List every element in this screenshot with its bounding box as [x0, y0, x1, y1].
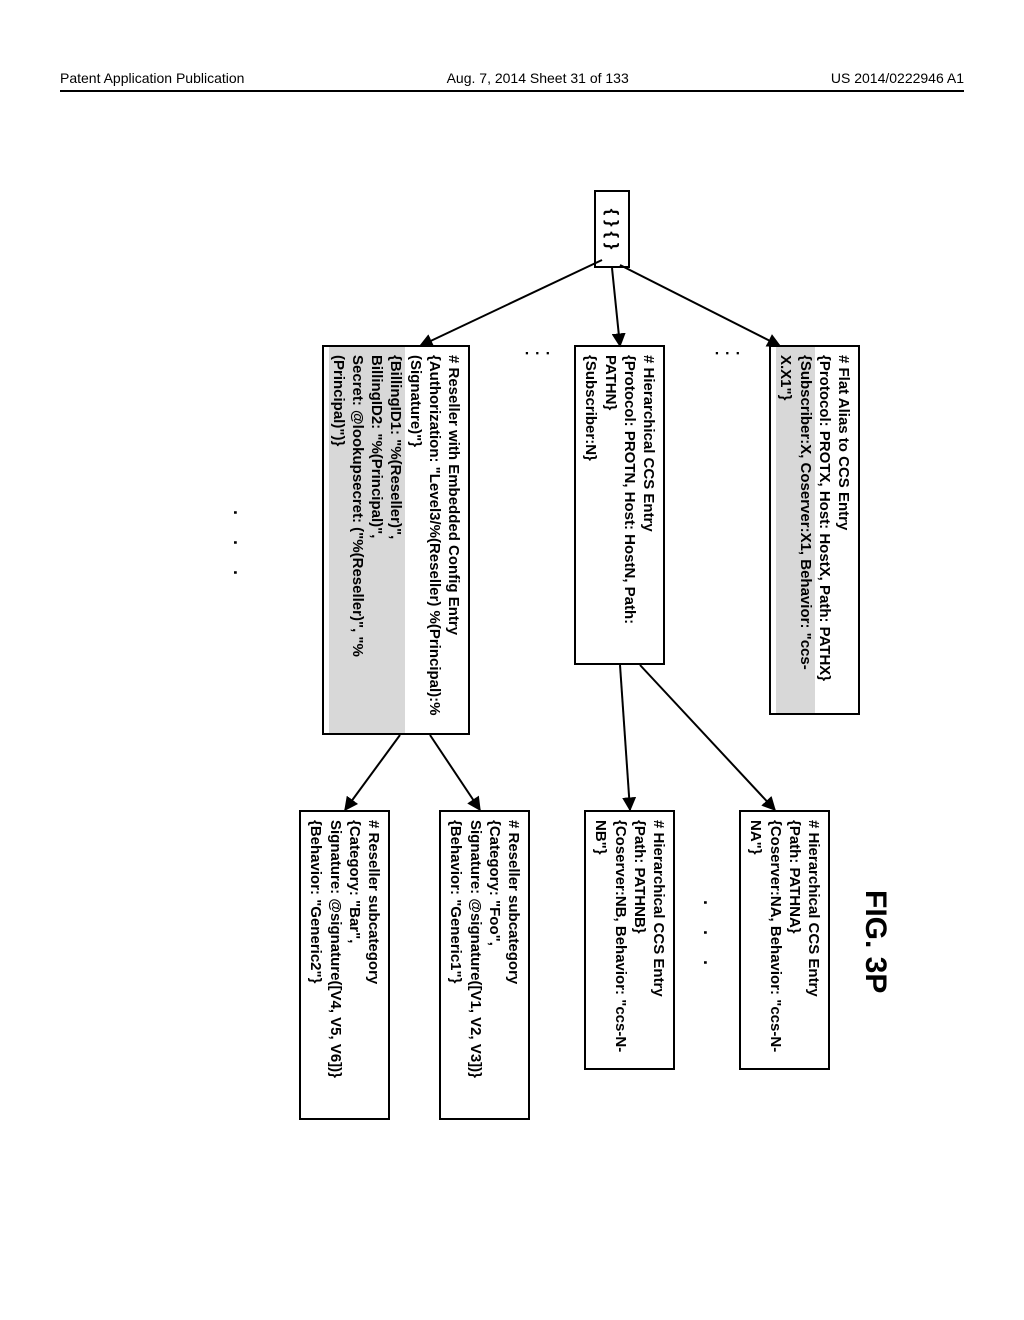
- reseller-sub1-box: # Reseller subcategory {Category: "Foo",…: [439, 810, 530, 1120]
- reseller-emb-line-0: # Reseller with Embedded Config Entry: [444, 355, 463, 725]
- hier-na-line-0: # Hierarchical CCS Entry: [804, 820, 823, 1060]
- sub1-line-3: {Behavior: "Generic1"}: [446, 820, 465, 1110]
- hier-n-line-1: {Protocol: PROTN, Host: HostN, Path: PAT…: [600, 355, 638, 655]
- hier-ccs-nb-box: # Hierarchical CCS Entry {Path: PATHNB} …: [584, 810, 675, 1070]
- reseller-sub2-box: # Reseller subcategory {Category: "Bar",…: [299, 810, 390, 1120]
- hier-n-line-0: # Hierarchical CCS Entry: [639, 355, 658, 655]
- hier-na-line-1: {Path: PATHNA}: [785, 820, 804, 1060]
- sub2-line-2: Signature: @signature([V4, V5, V6])}: [325, 820, 344, 1110]
- ellipsis-icon: ...: [519, 347, 550, 365]
- header-center: Aug. 7, 2014 Sheet 31 of 133: [447, 70, 629, 86]
- flat-alias-highlight: {Subscriber:X, Coserver:X1, Behavior: "c…: [776, 347, 814, 713]
- page-header: Patent Application Publication Aug. 7, 2…: [60, 70, 964, 92]
- sub2-line-1: {Category: "Bar",: [345, 820, 364, 1110]
- flat-alias-box: # Flat Alias to CCS Entry {Protocol: PRO…: [769, 345, 860, 715]
- figure-title: FIG. 3P: [858, 890, 892, 993]
- ellipsis-icon: ...: [709, 347, 740, 365]
- ellipsis-icon: . . .: [699, 900, 720, 975]
- sub1-line-2: Signature: @signature([V1, V2, V3])}: [465, 820, 484, 1110]
- root-node: { } { }: [594, 190, 630, 268]
- header-left: Patent Application Publication: [60, 70, 244, 86]
- ellipsis-icon: . . .: [229, 510, 250, 585]
- hier-nb-line-0: # Hierarchical CCS Entry: [649, 820, 668, 1060]
- hier-ccs-n-box: # Hierarchical CCS Entry {Protocol: PROT…: [574, 345, 665, 665]
- flat-alias-line-1: {Protocol: PROTX, Host: HostX, Path: PAT…: [815, 355, 834, 705]
- reseller-emb-highlight: {BillingID1: "%(Reseller)", BillingID2: …: [329, 347, 406, 733]
- header-right: US 2014/0222946 A1: [831, 70, 964, 86]
- diagram: FIG. 3P { } { } # Flat Alias to CCS Entr…: [130, 190, 900, 1210]
- sub1-line-1: {Category: "Foo",: [485, 820, 504, 1110]
- hier-na-line-2: {Coserver:NA, Behavior: "ccs-N-NA"}: [746, 820, 784, 1060]
- diagram-rotated-container: FIG. 3P { } { } # Flat Alias to CCS Entr…: [5, 315, 1024, 1085]
- patent-page: Patent Application Publication Aug. 7, 2…: [0, 0, 1024, 1320]
- hier-n-line-2: {Subscriber:N}: [581, 355, 600, 655]
- reseller-embedded-box: # Reseller with Embedded Config Entry {A…: [322, 345, 470, 735]
- hier-nb-line-1: {Path: PATHNB}: [630, 820, 649, 1060]
- root-label: { } { }: [603, 209, 622, 250]
- hier-ccs-na-box: # Hierarchical CCS Entry {Path: PATHNA} …: [739, 810, 830, 1070]
- sub2-line-0: # Reseller subcategory: [364, 820, 383, 1110]
- flat-alias-line-0: # Flat Alias to CCS Entry: [834, 355, 853, 705]
- sub2-line-3: {Behavior: "Generic2"}: [306, 820, 325, 1110]
- reseller-emb-line-1: {Authorization: "Level3/%(Reseller) %(Pr…: [405, 355, 443, 725]
- hier-nb-line-2: {Coserver:NB, Behavior: "ccs-N-NB"}: [591, 820, 629, 1060]
- sub1-line-0: # Reseller subcategory: [504, 820, 523, 1110]
